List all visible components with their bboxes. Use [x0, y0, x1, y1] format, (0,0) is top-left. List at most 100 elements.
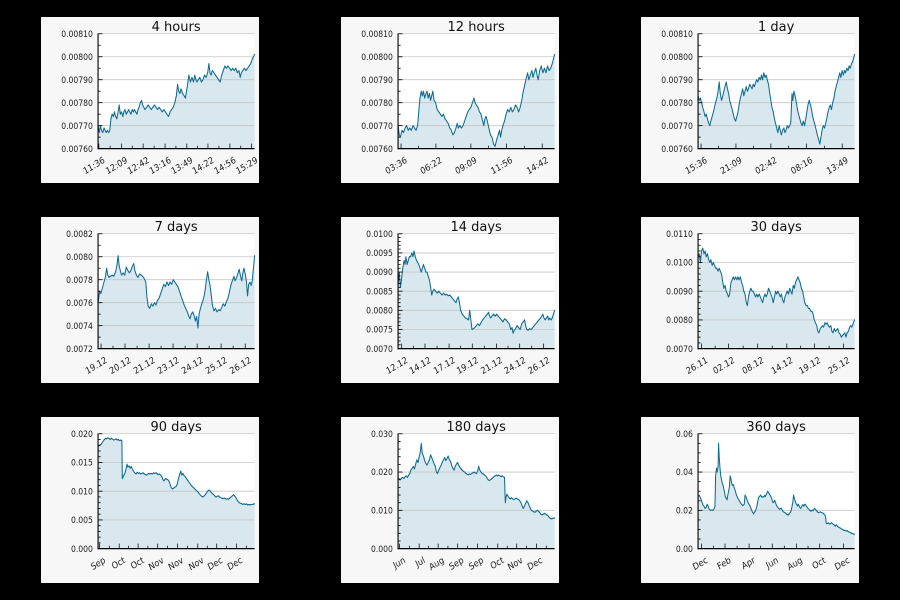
- y-axis-labels: 0.0070 0.0080 0.0090 0.0100 0.0110: [666, 228, 693, 354]
- x-axis-labels: 03:36 06:22 09:09 11:56 14:42: [384, 155, 550, 177]
- x-axis-labels: Dec Feb Apr Jun Aug Oct Dec: [691, 555, 851, 573]
- svg-text:Feb: Feb: [716, 555, 733, 572]
- svg-text:19.12: 19.12: [84, 355, 109, 377]
- svg-text:14.12: 14.12: [770, 355, 795, 377]
- svg-text:12:42: 12:42: [126, 155, 151, 177]
- svg-text:08.12: 08.12: [741, 355, 766, 377]
- svg-text:Nov: Nov: [187, 555, 205, 573]
- chart-panel-360-days: 360 days 0.00 0.02 0.04 0.06 Dec Feb Apr Jun Aug…: [641, 417, 859, 583]
- svg-text:0.00780: 0.00780: [361, 97, 393, 108]
- price-chart-7-days: 0.0072 0.0074 0.0076 0.0078 0.0080 0.0082 19.1…: [66, 228, 256, 377]
- svg-text:08:16: 08:16: [790, 155, 815, 177]
- svg-text:19.12: 19.12: [455, 355, 480, 377]
- chart-title: 4 hours: [151, 20, 201, 35]
- svg-text:23.12: 23.12: [156, 355, 181, 377]
- tick-marks: [98, 33, 252, 150]
- svg-text:0.000: 0.000: [371, 543, 393, 554]
- svg-text:24.12: 24.12: [180, 355, 205, 377]
- svg-text:Dec: Dec: [526, 555, 544, 573]
- svg-text:0.02: 0.02: [676, 505, 693, 516]
- tick-marks: [398, 33, 543, 150]
- area-fill: [398, 250, 555, 349]
- area-fill: [398, 443, 555, 549]
- svg-text:0.0090: 0.0090: [366, 267, 393, 278]
- price-chart-12-hours: 0.00760 0.00770 0.00780 0.00790 0.00800 0.008…: [361, 28, 556, 177]
- y-axis-labels: 0.0070 0.0075 0.0080 0.0085 0.0090 0.0095 0.01…: [366, 228, 393, 354]
- svg-text:0.00800: 0.00800: [661, 51, 693, 62]
- axes: [97, 33, 255, 150]
- x-axis-labels: Jun Jul Aug Sep Sep Oct Nov Dec: [391, 555, 544, 573]
- chart-panel-180-days: 180 days 0.000 0.010 0.020 0.030 Jun Jul Aug Se…: [341, 417, 559, 583]
- svg-text:Jul: Jul: [413, 555, 427, 570]
- svg-text:Dec: Dec: [207, 555, 225, 573]
- y-axis-labels: 0.00760 0.00770 0.00780 0.00790 0.00800 0.008…: [661, 28, 693, 154]
- price-chart-4-hours: 0.00760 0.00770 0.00780 0.00790 0.00800 0.008…: [61, 28, 259, 177]
- svg-text:0.00770: 0.00770: [661, 120, 693, 131]
- svg-text:0.0080: 0.0080: [366, 305, 393, 316]
- svg-text:02:42: 02:42: [754, 155, 779, 177]
- axes: [697, 33, 855, 150]
- price-chart-30-days: 0.0070 0.0080 0.0090 0.0100 0.0110 26.11 02.12…: [666, 228, 856, 377]
- y-axis-labels: 0.000 0.005 0.010 0.015 0.020: [71, 428, 93, 554]
- svg-text:21.12: 21.12: [132, 355, 157, 377]
- svg-text:0.00790: 0.00790: [61, 74, 93, 85]
- svg-text:03:36: 03:36: [384, 155, 409, 177]
- svg-text:0.00: 0.00: [676, 543, 693, 554]
- svg-text:26.12: 26.12: [527, 355, 552, 377]
- svg-text:Apr: Apr: [740, 555, 757, 572]
- svg-text:0.00780: 0.00780: [61, 97, 93, 108]
- price-chart-360-days: 0.00 0.02 0.04 0.06 Dec Feb Apr Jun Aug Oct Dec: [676, 428, 856, 573]
- svg-text:06:22: 06:22: [419, 155, 444, 177]
- svg-text:0.020: 0.020: [71, 428, 93, 439]
- svg-text:0.0095: 0.0095: [366, 248, 393, 259]
- svg-text:Sep: Sep: [468, 555, 486, 573]
- svg-text:14:42: 14:42: [525, 155, 550, 177]
- svg-text:Oct: Oct: [811, 555, 828, 572]
- svg-text:Oct: Oct: [129, 555, 146, 572]
- series-line: [97, 437, 256, 506]
- price-chart-1-day: 0.00760 0.00770 0.00780 0.00790 0.00800 0.008…: [661, 28, 856, 177]
- svg-text:0.00800: 0.00800: [361, 51, 393, 62]
- svg-text:26.12: 26.12: [228, 355, 253, 377]
- svg-text:0.00790: 0.00790: [661, 74, 693, 85]
- svg-text:Dec: Dec: [226, 555, 244, 573]
- svg-text:0.0075: 0.0075: [366, 324, 393, 335]
- svg-text:15:29: 15:29: [235, 155, 259, 177]
- chart-title: 7 days: [154, 220, 198, 235]
- svg-text:0.00810: 0.00810: [361, 28, 393, 39]
- y-axis-labels: 0.0072 0.0074 0.0076 0.0078 0.0080 0.0082: [66, 228, 93, 354]
- svg-text:0.00770: 0.00770: [361, 120, 393, 131]
- axes: [97, 233, 255, 350]
- svg-text:0.0070: 0.0070: [666, 343, 693, 354]
- svg-text:12:09: 12:09: [104, 155, 129, 177]
- svg-text:0.06: 0.06: [676, 428, 693, 439]
- svg-text:13:49: 13:49: [170, 155, 195, 177]
- svg-text:Sep: Sep: [448, 555, 466, 573]
- svg-text:0.00760: 0.00760: [61, 143, 93, 154]
- tick-marks: [698, 433, 845, 550]
- x-axis-labels: 15:36 21:09 02:42 08:16 13:49: [684, 155, 850, 177]
- tick-marks: [698, 233, 845, 350]
- svg-text:Sep: Sep: [90, 555, 108, 573]
- svg-text:0.0078: 0.0078: [66, 274, 93, 285]
- svg-text:0.00800: 0.00800: [61, 51, 93, 62]
- axes: [697, 433, 855, 550]
- svg-text:15:36: 15:36: [684, 155, 709, 177]
- svg-text:Jun: Jun: [391, 555, 407, 572]
- svg-text:0.00760: 0.00760: [661, 143, 693, 154]
- area-fill: [698, 54, 855, 149]
- series-line: [97, 53, 256, 134]
- svg-text:0.00790: 0.00790: [361, 74, 393, 85]
- svg-text:0.04: 0.04: [676, 467, 693, 478]
- svg-text:0.00770: 0.00770: [61, 120, 93, 131]
- chart-title: 90 days: [150, 420, 202, 435]
- axes: [697, 233, 855, 350]
- svg-text:Oct: Oct: [489, 555, 506, 572]
- svg-text:0.0100: 0.0100: [666, 257, 693, 268]
- svg-text:0.010: 0.010: [71, 486, 93, 497]
- series-line: [697, 442, 856, 535]
- svg-text:20.12: 20.12: [108, 355, 133, 377]
- svg-text:17.12: 17.12: [432, 355, 457, 377]
